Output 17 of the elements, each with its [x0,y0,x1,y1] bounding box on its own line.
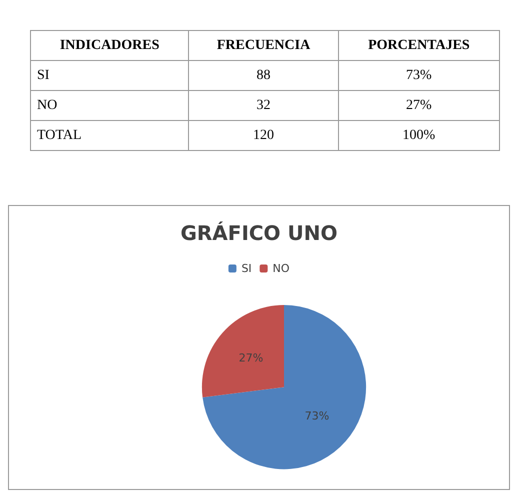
chart-title: GRÁFICO UNO [180,221,338,245]
data-label: 73% [304,410,330,423]
legend-label: SI [241,262,252,275]
legend-label: NO [272,262,290,275]
text: PORCENTAJES [338,30,500,60]
text: 120 [188,120,338,150]
category-label: SI [37,68,50,82]
text: 73% [406,68,432,82]
text: 27% [406,98,432,112]
text: 100% [338,120,500,150]
category-label: NO [37,98,58,112]
text: INDICADORES [30,30,189,60]
text: FRECUENCIA [188,30,338,60]
data-label: 27% [238,352,264,364]
text: 32 [188,90,338,120]
text: TOTAL [30,120,189,150]
text: 88 [188,60,338,90]
